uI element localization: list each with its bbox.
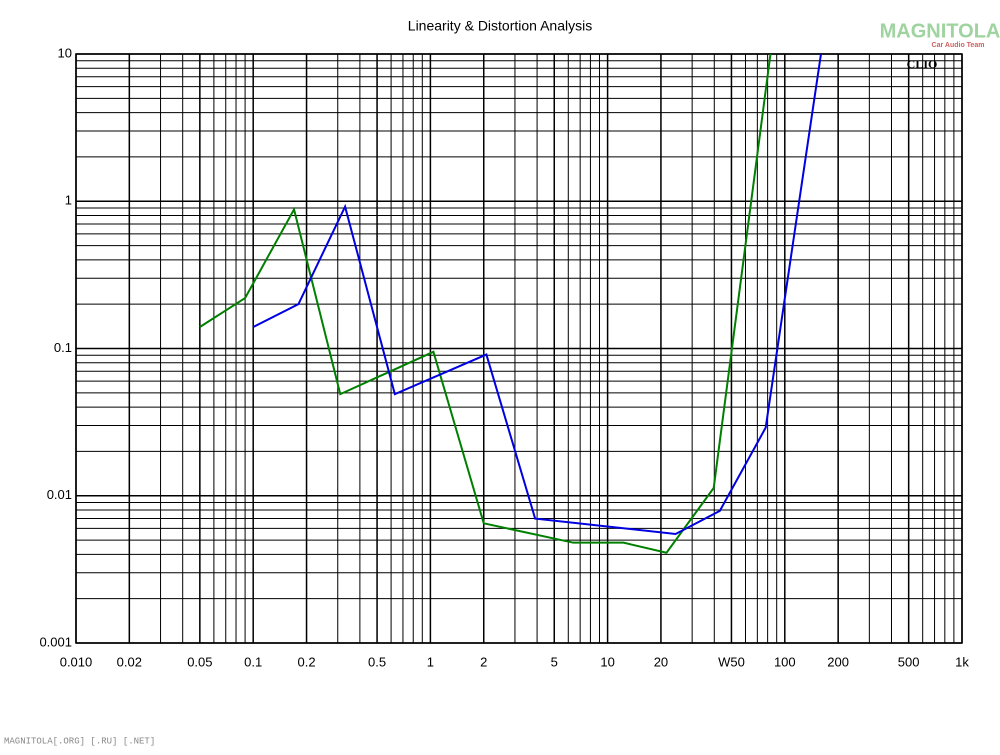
x-tick-label: 5	[551, 654, 558, 669]
y-tick-label: 0.001	[39, 634, 72, 649]
x-tick-label: W50	[718, 654, 745, 669]
x-tick-label: 0.05	[187, 654, 212, 669]
y-tick-label: 1	[65, 193, 72, 208]
data-line	[252, 54, 822, 536]
y-tick-label: 10	[58, 45, 72, 60]
y-tick-label: 0.01	[47, 487, 72, 502]
chart-title: Linearity & Distortion Analysis	[408, 18, 592, 34]
footer: MAGNITOLA[.ORG] [.RU] [.NET]	[4, 736, 155, 746]
logo-subtitle: Car Audio Team	[932, 42, 985, 49]
x-tick-label: 100	[774, 654, 796, 669]
x-tick-label: 1	[427, 654, 434, 669]
x-tick-label: 0.1	[244, 654, 262, 669]
x-tick-label: 500	[898, 654, 920, 669]
logo: MAGNITOLA	[880, 20, 1000, 42]
x-tick-label: 200	[827, 654, 849, 669]
x-tick-label: 0.02	[117, 654, 142, 669]
plot-frame	[75, 53, 963, 644]
x-tick-label: 0.2	[298, 654, 316, 669]
x-tick-label: 1k	[955, 654, 969, 669]
x-tick-label: 0.010	[60, 654, 93, 669]
x-tick-label: 10	[600, 654, 614, 669]
x-tick-label: 20	[654, 654, 668, 669]
x-tick-label: 0.5	[368, 654, 386, 669]
x-tick-label: 2	[480, 654, 487, 669]
y-tick-label: 0.1	[54, 340, 72, 355]
